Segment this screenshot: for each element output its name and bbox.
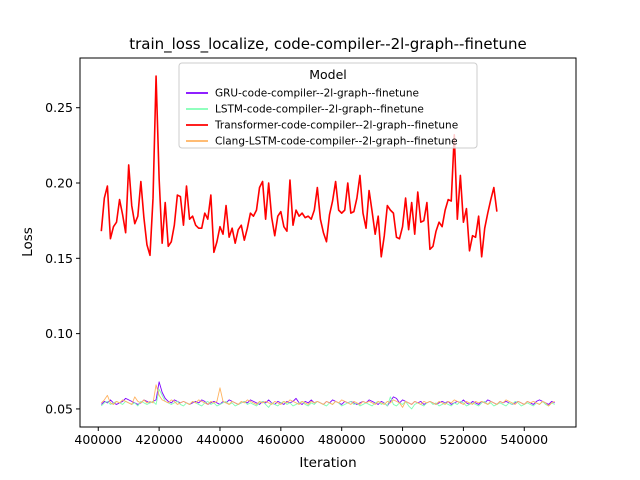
legend-title: Model xyxy=(309,67,347,82)
y-tick-label: 0.15 xyxy=(45,251,73,266)
legend: Model GRU-code-compiler--2l-graph--finet… xyxy=(178,62,478,149)
x-tick-label: 460000 xyxy=(257,432,305,447)
legend-label-2: LSTM-code-compiler--2l-graph--finetune xyxy=(215,104,424,116)
plot-frame xyxy=(79,57,577,428)
y-tick-label: 0.05 xyxy=(45,401,73,416)
series-line-3 xyxy=(100,75,498,258)
series-line-4 xyxy=(100,384,555,408)
y-tick-label: 0.10 xyxy=(45,326,73,341)
x-tick-label: 540000 xyxy=(500,432,548,447)
y-tick-label: 0.20 xyxy=(45,176,73,191)
y-axis-label: Loss xyxy=(20,227,36,257)
legend-label-1: GRU-code-compiler--2l-graph--finetune xyxy=(215,88,419,100)
chart-title: train_loss_localize, code-compiler--2l-g… xyxy=(129,35,527,54)
y-axis-ticks: 0.05 0.10 0.15 0.20 0.25 xyxy=(45,100,80,416)
x-tick-label: 500000 xyxy=(379,432,427,447)
x-tick-label: 420000 xyxy=(135,432,183,447)
legend-items: GRU-code-compiler--2l-graph--finetune LST… xyxy=(186,88,458,148)
legend-box xyxy=(178,62,478,149)
series-layer xyxy=(100,75,555,410)
x-tick-label: 440000 xyxy=(196,432,244,447)
legend-label-3: Transformer-code-compiler--2l-graph--fin… xyxy=(214,120,458,132)
x-tick-label: 520000 xyxy=(440,432,488,447)
legend-label-4: Clang-LSTM-code-compiler--2l-graph--fine… xyxy=(215,136,458,148)
series-line-2 xyxy=(100,388,555,410)
x-tick-label: 400000 xyxy=(74,432,122,447)
x-tick-label: 480000 xyxy=(318,432,366,447)
x-axis-label: Iteration xyxy=(299,455,356,471)
y-tick-label: 0.25 xyxy=(45,100,73,115)
x-axis-ticks: 400000 420000 440000 460000 480000 500000 5200… xyxy=(74,427,548,447)
